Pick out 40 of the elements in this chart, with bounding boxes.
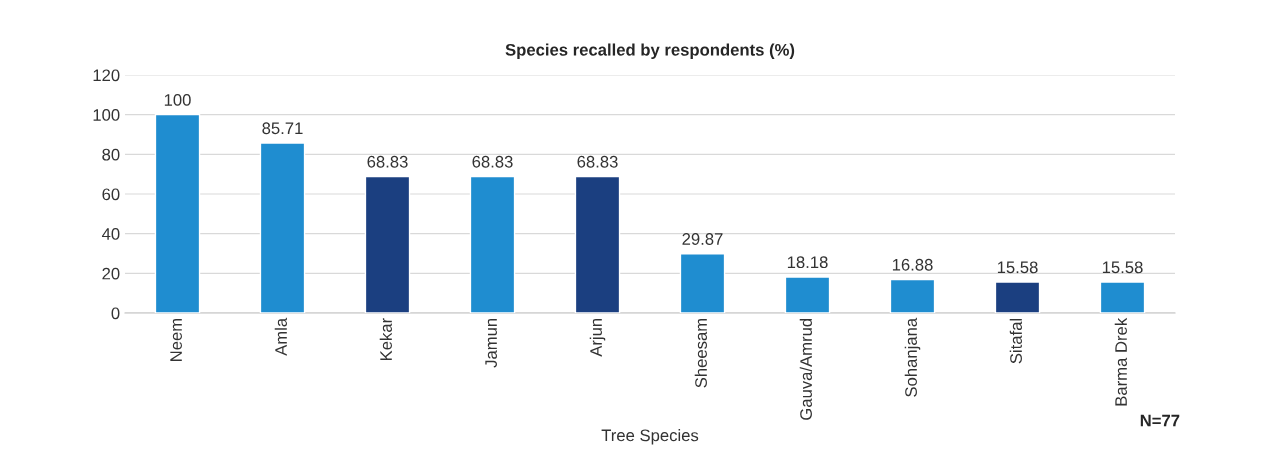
bar: [469, 175, 516, 313]
data-label: 85.71: [262, 122, 303, 135]
bar: [1099, 281, 1146, 313]
y-tick-label: 40: [101, 228, 120, 240]
data-label: 68.83: [472, 155, 513, 168]
y-tick-label: 100: [93, 109, 120, 121]
bar: [259, 142, 306, 313]
bar: [154, 113, 201, 313]
text: N=77: [1140, 414, 1180, 427]
x-tick-label: Kekar: [379, 318, 392, 361]
x-tick-label: Gauva/Amrud: [799, 318, 812, 420]
x-tick-label: Sohanjana: [904, 317, 921, 397]
data-label: 29.87: [682, 233, 723, 245]
data-label: 18.18: [787, 256, 828, 269]
x-tick-label: Sheesam: [694, 318, 707, 388]
bar: [574, 175, 621, 313]
x-tick-label: Amla: [274, 317, 287, 356]
x-tick-label: Jamun: [485, 318, 497, 368]
data-label: 15.58: [997, 261, 1038, 274]
bar: [364, 175, 411, 313]
data-label: 68.83: [367, 155, 408, 168]
y-tick-label: 120: [93, 69, 120, 82]
y-tick-label: 60: [102, 188, 120, 201]
bar: [784, 276, 831, 313]
x-tick-label: Neem: [170, 318, 182, 361]
y-tick-label: 0: [111, 307, 120, 320]
x-tick-label: Arjun: [589, 318, 606, 357]
bar: [994, 281, 1041, 313]
bar: [679, 253, 726, 313]
data-label: 68.83: [577, 155, 618, 168]
y-tick-label: 80: [102, 148, 120, 161]
x-tick-label: Sitafal: [1009, 318, 1022, 364]
x-tick-label: Barma Drek: [1114, 317, 1127, 406]
data-label: 16.88: [892, 258, 933, 271]
data-label: 15.58: [1102, 261, 1143, 274]
chart-title: Species recalled by respondents (%): [505, 43, 795, 60]
x-axis-title: Tree Species: [601, 429, 699, 445]
data-label: 100: [164, 94, 191, 106]
y-tick-label: 20: [102, 267, 120, 280]
bar: [889, 278, 936, 313]
